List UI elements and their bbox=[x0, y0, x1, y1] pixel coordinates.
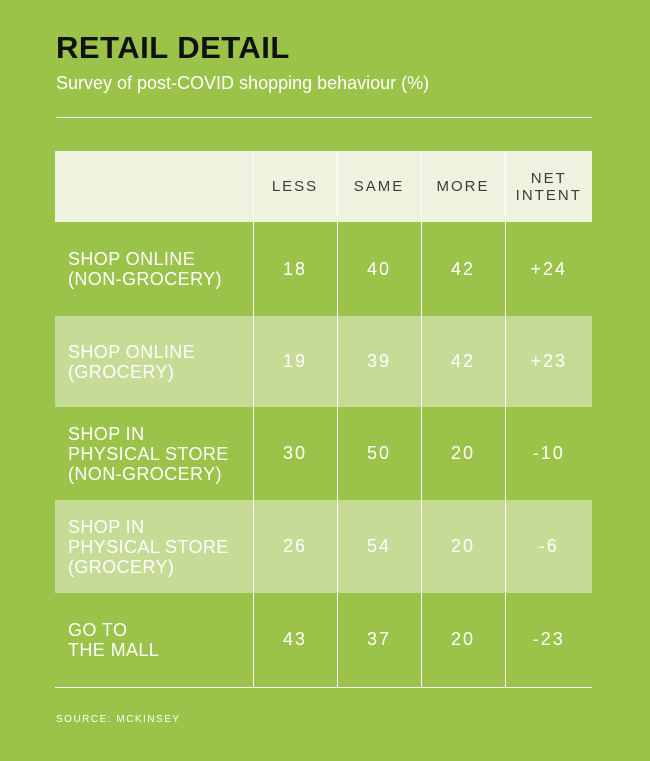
cell-more: 42 bbox=[420, 316, 505, 407]
row-label: SHOP IN PHYSICAL STORE (NON-GROCERY) bbox=[55, 407, 253, 500]
cell-same: 39 bbox=[336, 316, 421, 407]
cell-more: 20 bbox=[420, 407, 505, 500]
header-row: LESS SAME MORE NET INTENT bbox=[55, 151, 592, 222]
row-label-line: (NON-GROCERY) bbox=[68, 463, 222, 484]
row-label-line: SHOP ONLINE bbox=[68, 249, 196, 269]
cell-more: 20 bbox=[420, 593, 505, 687]
header-cell-less: LESS bbox=[252, 151, 337, 222]
table-row: SHOP IN PHYSICAL STORE (NON-GROCERY) 30 … bbox=[55, 407, 592, 500]
cell-net-intent: -6 bbox=[504, 500, 592, 593]
cell-more: 42 bbox=[420, 222, 505, 316]
cell-less: 43 bbox=[252, 593, 337, 687]
header-same-text: SAME bbox=[353, 178, 405, 195]
table-row: SHOP ONLINE (NON-GROCERY) 18 40 42 +24 bbox=[55, 222, 592, 316]
cell-same: 40 bbox=[336, 222, 421, 316]
header-intent-text: INTENT bbox=[515, 186, 582, 204]
header-cell-net-intent: NET INTENT bbox=[504, 151, 592, 222]
cell-less: 19 bbox=[252, 316, 337, 407]
row-label: SHOP ONLINE (GROCERY) bbox=[55, 316, 253, 407]
row-label: SHOP IN PHYSICAL STORE (GROCERY) bbox=[55, 500, 253, 593]
cell-net-intent: +23 bbox=[504, 316, 592, 407]
row-label-line: (GROCERY) bbox=[68, 361, 175, 382]
cell-same: 50 bbox=[336, 407, 421, 500]
row-label-line: GO TO bbox=[68, 619, 128, 640]
cell-net-intent: -23 bbox=[504, 593, 592, 687]
header-less-text: LESS bbox=[271, 178, 319, 195]
table-row: SHOP IN PHYSICAL STORE (GROCERY) 26 54 2… bbox=[55, 500, 592, 593]
row-label-line: SHOP IN bbox=[68, 516, 145, 537]
cell-less: 30 bbox=[252, 407, 337, 500]
row-label: SHOP ONLINE (NON-GROCERY) bbox=[55, 222, 253, 316]
table-row: GO TO THE MALL 43 37 20 -23 bbox=[55, 593, 592, 687]
cell-less: 18 bbox=[252, 222, 337, 316]
chart-subtitle: Survey of post-COVID shopping behaviour … bbox=[56, 73, 430, 93]
row-label-line: (GROCERY) bbox=[68, 556, 175, 577]
cell-net-intent: -10 bbox=[504, 407, 592, 500]
header-more-text: MORE bbox=[436, 178, 490, 195]
row-label-line: PHYSICAL STORE bbox=[68, 536, 229, 557]
cell-less: 26 bbox=[252, 500, 337, 593]
header-cell-empty bbox=[55, 151, 253, 222]
cell-more: 20 bbox=[420, 500, 505, 593]
row-label: GO TO THE MALL bbox=[55, 593, 253, 687]
chart-title: RETAIL DETAIL bbox=[56, 30, 290, 65]
header-net-text: NET bbox=[530, 169, 567, 187]
source-note: SOURCE: MCKINSEY bbox=[56, 714, 181, 725]
header-cell-same: SAME bbox=[336, 151, 421, 222]
cell-same: 37 bbox=[336, 593, 421, 687]
survey-table: LESS SAME MORE NET INTENT SHOP ONLINE (N… bbox=[55, 151, 592, 688]
row-label-line: SHOP IN bbox=[68, 423, 145, 444]
cell-net-intent: +24 bbox=[504, 222, 592, 316]
header-cell-more: MORE bbox=[420, 151, 505, 222]
row-label-line: (NON-GROCERY) bbox=[68, 269, 222, 289]
row-label-line: PHYSICAL STORE bbox=[68, 443, 229, 464]
cell-same: 54 bbox=[336, 500, 421, 593]
title-divider bbox=[56, 117, 592, 118]
table-row: SHOP ONLINE (GROCERY) 19 39 42 +23 bbox=[55, 316, 592, 407]
row-label-line: SHOP ONLINE bbox=[68, 341, 196, 362]
row-label-line: THE MALL bbox=[68, 639, 160, 660]
